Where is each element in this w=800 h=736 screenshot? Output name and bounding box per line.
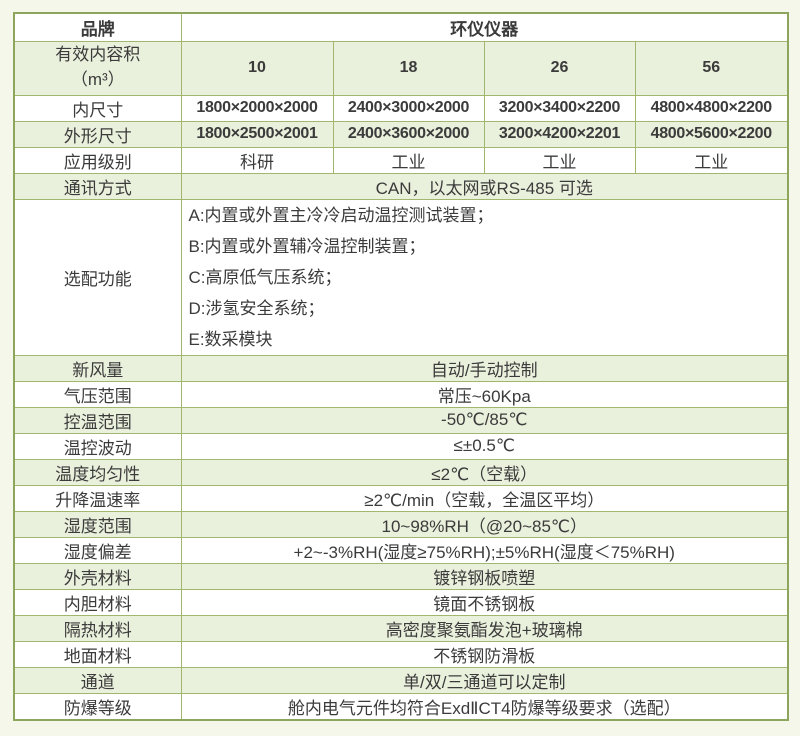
inner-size-value: 1800×2000×2000 (180, 94, 334, 122)
floor-material-value: 不锈钢防滑板 (180, 640, 789, 668)
row-pressure-range: 气压范围 常压~60Kpa (13, 380, 789, 408)
volume-value: 18 (332, 40, 485, 96)
row-shell-material: 外壳材料 镀锌钢板喷塑 (13, 562, 789, 590)
volume-value: 56 (634, 40, 789, 96)
outer-size-value: 2400×3600×2000 (332, 120, 485, 148)
application-level-value: 工业 (483, 146, 636, 174)
row-fresh-air: 新风量 自动/手动控制 (13, 354, 789, 382)
communication-value: CAN，以太网或RS-485 可选 (180, 172, 789, 200)
volume-label-line2: （m³） (70, 70, 125, 89)
explosion-proof-value: 舱内电气元件均符合ExdⅡCT4防爆等级要求（选配） (180, 692, 789, 720)
temp-range-value: -50℃/85℃ (180, 406, 789, 434)
row-temp-fluctuation: 温控波动 ≤±0.5℃ (13, 432, 789, 460)
humidity-range-value: 10~98%RH（@20~85℃） (180, 510, 789, 538)
channels-value: 单/双/三通道可以定制 (180, 666, 789, 694)
row-temp-uniformity: 温度均匀性 ≤2℃（空载） (13, 458, 789, 486)
temp-uniformity-value: ≤2℃（空载） (180, 458, 789, 486)
row-liner-material: 内胆材料 镜面不锈钢板 (13, 588, 789, 616)
row-communication: 通讯方式 CAN，以太网或RS-485 可选 (13, 172, 789, 200)
row-label-volume: 有效内容积 （m³） (13, 40, 182, 96)
row-outer-size: 外形尺寸 1800×2500×2001 2400×3600×2000 3200×… (13, 120, 789, 148)
row-optional-features: 选配功能 A:内置或外置主冷冷启动温控测试装置； B:内置或外置辅冷温控制装置；… (13, 198, 789, 356)
fresh-air-value: 自动/手动控制 (180, 354, 789, 382)
optional-feature-item: D:涉氢安全系统； (188, 298, 325, 318)
product-spec-table: 品牌 环仪仪器 有效内容积 （m³） 10 18 26 56 内尺寸 1800×… (13, 12, 789, 721)
row-label-brand: 品牌 (13, 12, 182, 42)
outer-size-value: 1800×2500×2001 (180, 120, 334, 148)
row-label-temp-range: 控温范围 (13, 406, 182, 434)
row-label-communication: 通讯方式 (13, 172, 182, 200)
row-floor-material: 地面材料 不锈钢防滑板 (13, 640, 789, 668)
row-label-outer-size: 外形尺寸 (13, 120, 182, 148)
insulation-material-value: 高密度聚氨酯发泡+玻璃棉 (180, 614, 789, 642)
shell-material-value: 镀锌钢板喷塑 (180, 562, 789, 590)
row-label-liner-material: 内胆材料 (13, 588, 182, 616)
optional-features-value: A:内置或外置主冷冷启动温控测试装置； B:内置或外置辅冷温控制装置； C:高原… (180, 198, 789, 356)
inner-size-value: 4800×4800×2200 (634, 94, 789, 122)
row-label-humidity-range: 湿度范围 (13, 510, 182, 538)
volume-value: 10 (180, 40, 334, 96)
optional-feature-item: B:内置或外置辅冷温控制装置； (188, 236, 426, 256)
row-label-pressure-range: 气压范围 (13, 380, 182, 408)
row-humidity-range: 湿度范围 10~98%RH（@20~85℃） (13, 510, 789, 538)
row-label-optional-features: 选配功能 (13, 198, 182, 356)
row-label-application-level: 应用级别 (13, 146, 182, 174)
application-level-value: 科研 (180, 146, 334, 174)
optional-feature-item: C:高原低气压系统； (188, 267, 342, 287)
row-insulation-material: 隔热材料 高密度聚氨酯发泡+玻璃棉 (13, 614, 789, 642)
row-label-fresh-air: 新风量 (13, 354, 182, 382)
inner-size-value: 2400×3000×2000 (332, 94, 485, 122)
row-label-explosion-proof: 防爆等级 (13, 692, 182, 720)
humidity-deviation-value: +2~-3%RH(湿度≥75%RH);±5%RH(湿度＜75%RH) (180, 536, 789, 564)
temp-fluctuation-value: ≤±0.5℃ (180, 432, 789, 460)
outer-size-value: 4800×5600×2200 (634, 120, 789, 148)
row-label-ramp-rate: 升降温速率 (13, 484, 182, 512)
row-application-level: 应用级别 科研 工业 工业 工业 (13, 146, 789, 174)
pressure-range-value: 常压~60Kpa (180, 380, 789, 408)
row-explosion-proof: 防爆等级 舱内电气元件均符合ExdⅡCT4防爆等级要求（选配） (13, 692, 789, 720)
ramp-rate-value: ≥2℃/min（空载，全温区平均） (180, 484, 789, 512)
row-label-temp-fluctuation: 温控波动 (13, 432, 182, 460)
volume-label-line1: 有效内容积 (55, 45, 141, 65)
outer-size-value: 3200×4200×2201 (483, 120, 636, 148)
liner-material-value: 镜面不锈钢板 (180, 588, 789, 616)
row-channels: 通道 单/双/三通道可以定制 (13, 666, 789, 694)
row-humidity-deviation: 湿度偏差 +2~-3%RH(湿度≥75%RH);±5%RH(湿度＜75%RH) (13, 536, 789, 564)
brand-value: 环仪仪器 (180, 12, 789, 42)
row-brand: 品牌 环仪仪器 (13, 12, 789, 42)
row-label-inner-size: 内尺寸 (13, 94, 182, 122)
row-label-temp-uniformity: 温度均匀性 (13, 458, 182, 486)
row-label-insulation-material: 隔热材料 (13, 614, 182, 642)
row-temp-range: 控温范围 -50℃/85℃ (13, 406, 789, 434)
application-level-value: 工业 (634, 146, 789, 174)
row-label-humidity-deviation: 湿度偏差 (13, 536, 182, 564)
inner-size-value: 3200×3400×2200 (483, 94, 636, 122)
optional-feature-item: E:数采模块 (188, 329, 273, 349)
row-inner-size: 内尺寸 1800×2000×2000 2400×3000×2000 3200×3… (13, 94, 789, 122)
row-volume: 有效内容积 （m³） 10 18 26 56 (13, 40, 789, 96)
application-level-value: 工业 (332, 146, 485, 174)
volume-value: 26 (483, 40, 636, 96)
row-label-channels: 通道 (13, 666, 182, 694)
row-ramp-rate: 升降温速率 ≥2℃/min（空载，全温区平均） (13, 484, 789, 512)
row-label-floor-material: 地面材料 (13, 640, 182, 668)
row-label-shell-material: 外壳材料 (13, 562, 182, 590)
optional-feature-item: A:内置或外置主冷冷启动温控测试装置； (188, 205, 494, 225)
